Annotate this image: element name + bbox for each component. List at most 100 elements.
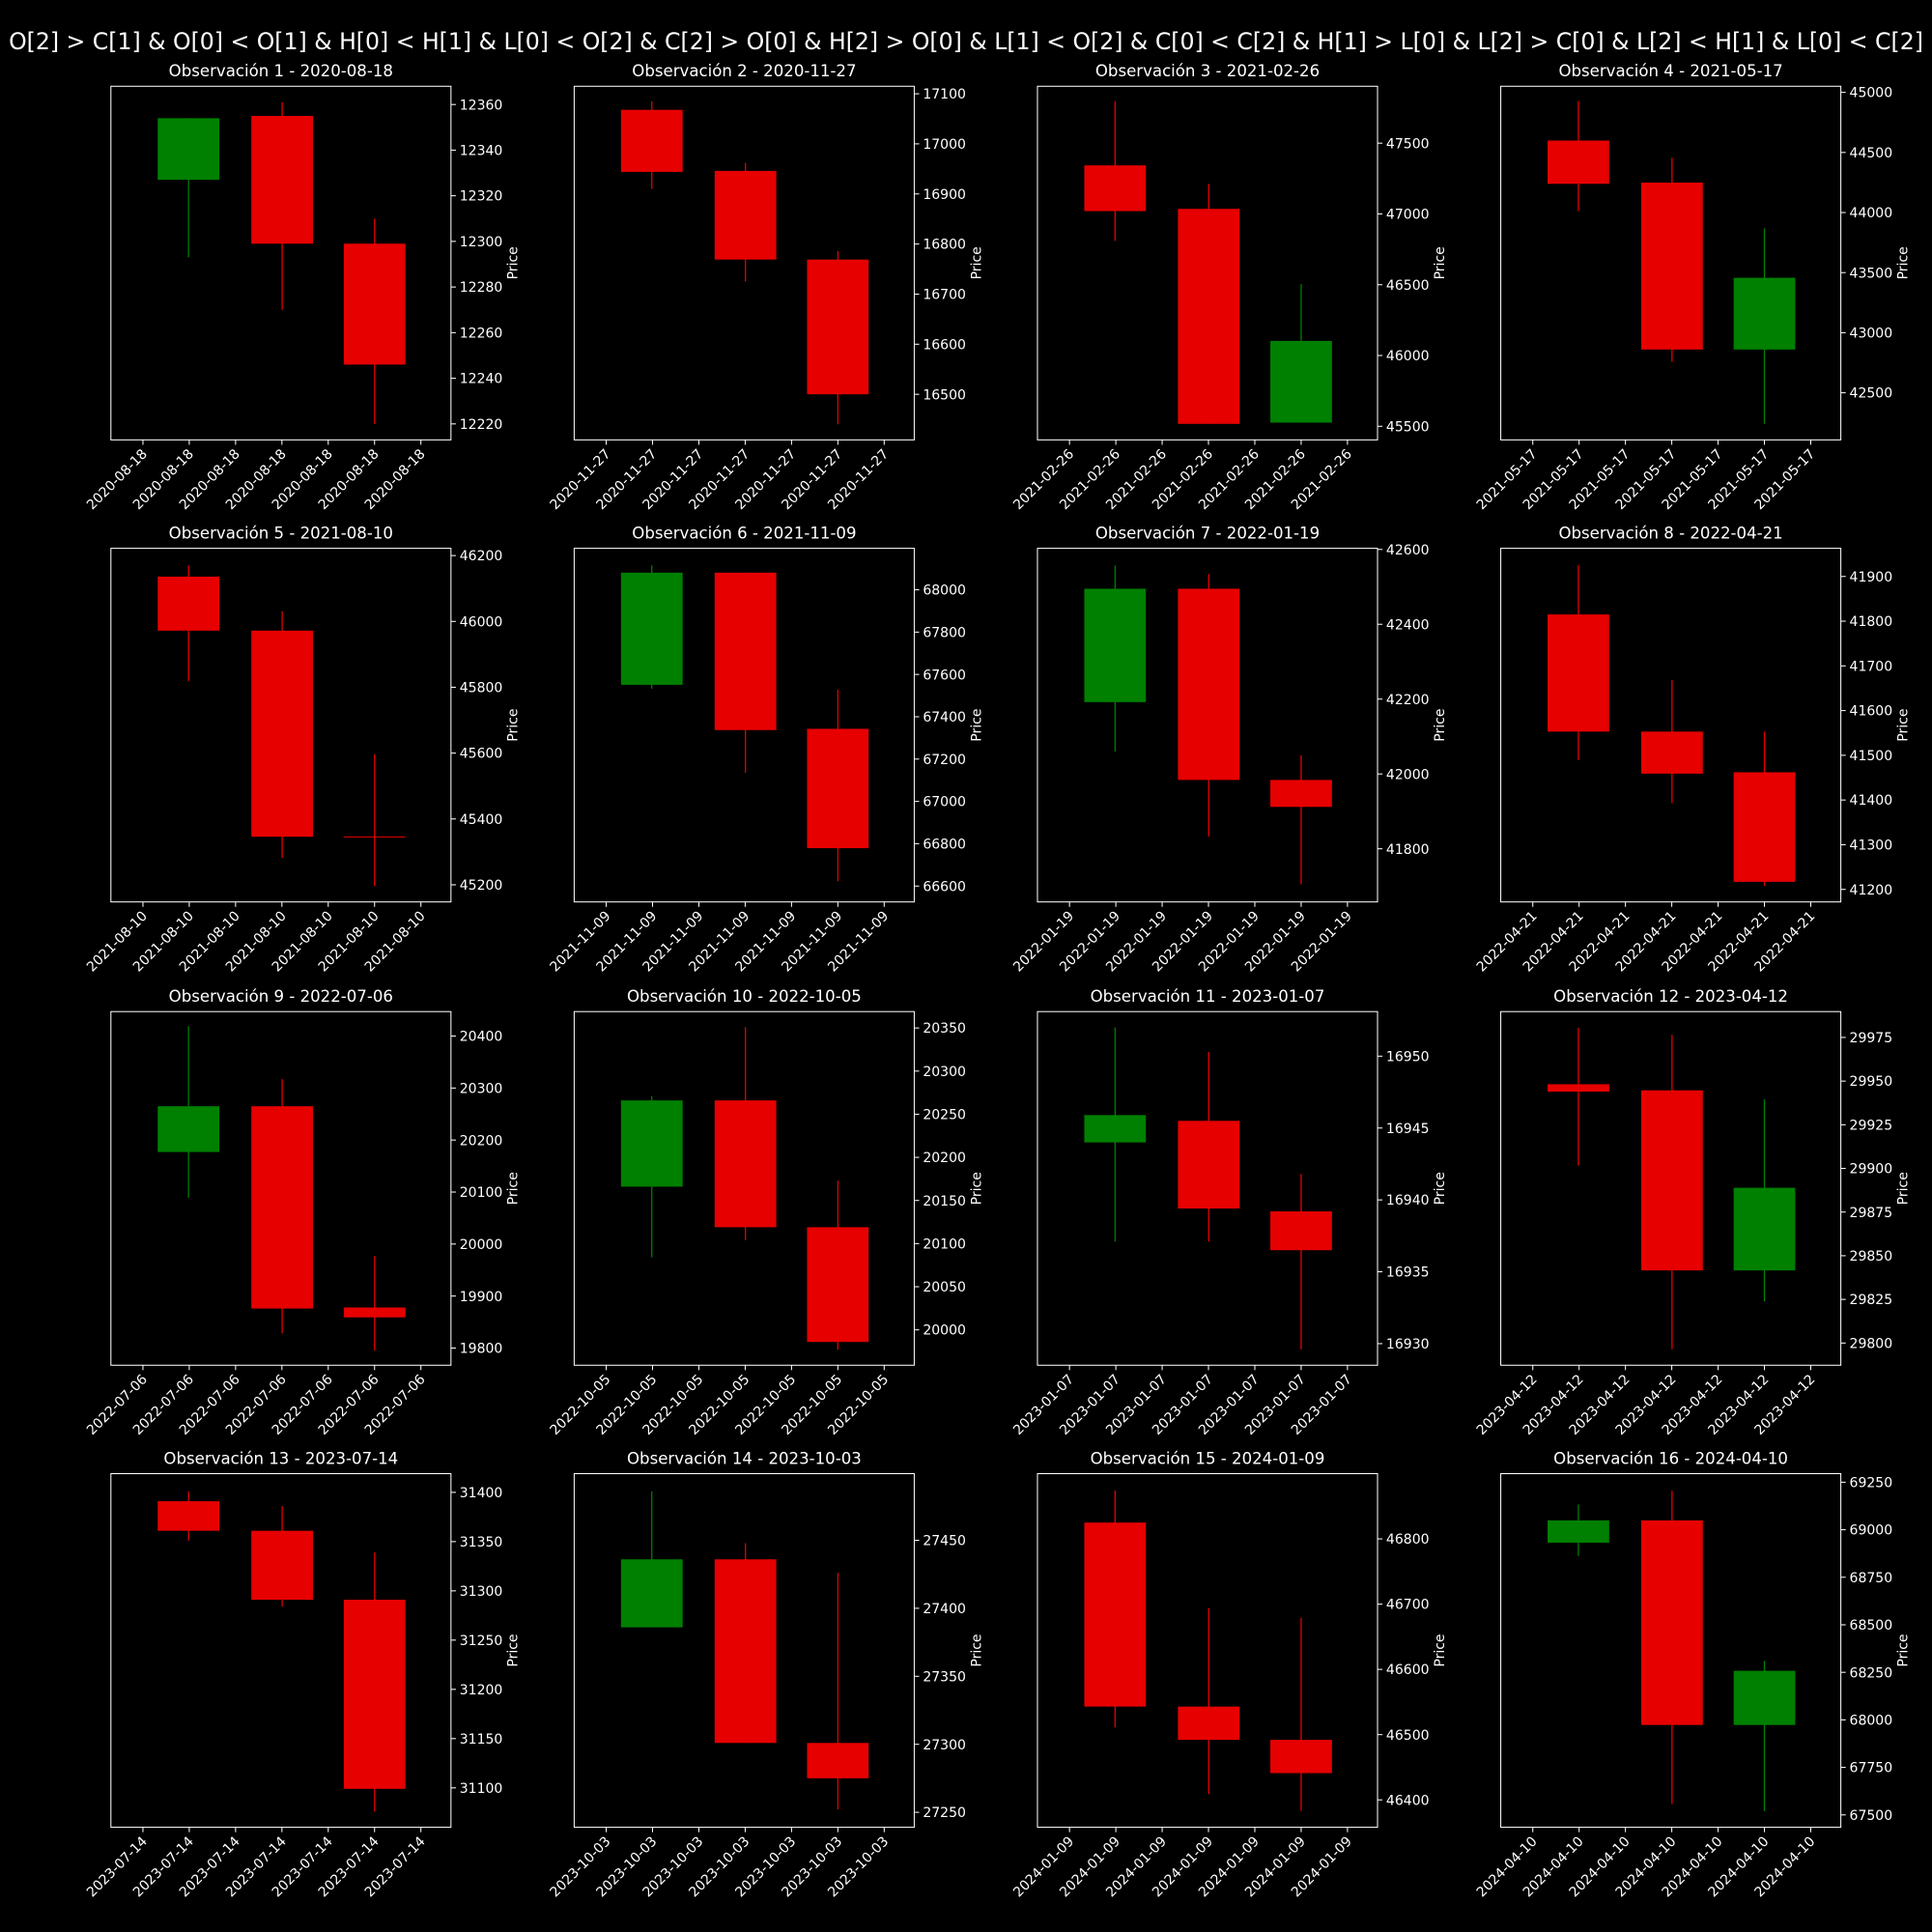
y-tick-label: 27450: [923, 1534, 966, 1549]
y-axis-label: Price: [1433, 246, 1448, 279]
y-tick-label: 20200: [460, 1133, 503, 1149]
y-tick-label: 19900: [460, 1290, 503, 1305]
candle-body: [1084, 588, 1147, 702]
y-tick-label: 45800: [460, 681, 503, 696]
y-tick-label: 41300: [1850, 838, 1893, 854]
subplot-title: Observación 16 - 2024-04-10: [1553, 1449, 1788, 1467]
y-tick-label: 44500: [1850, 146, 1893, 161]
y-tick-label: 45500: [1386, 419, 1430, 435]
candle-body: [1548, 1520, 1609, 1543]
y-tick-label: 20050: [923, 1280, 966, 1295]
y-tick-label: 68250: [1850, 1665, 1893, 1681]
plot-frame: [1500, 548, 1842, 903]
y-tick-label: 31200: [460, 1683, 503, 1698]
candle-body: [1733, 772, 1796, 882]
y-tick-label: 41700: [1850, 659, 1893, 674]
y-tick-label: 67800: [923, 625, 966, 640]
candle-body: [1640, 1520, 1703, 1725]
plot-frame: [1500, 85, 1842, 440]
y-tick-label: 16935: [1386, 1265, 1430, 1281]
subplot-title: Observación 10 - 2022-10-05: [627, 987, 862, 1006]
y-tick-label: 16600: [923, 337, 966, 353]
y-tick-label: 41800: [1850, 614, 1893, 630]
y-tick-label: 46500: [1386, 278, 1430, 294]
subplot-title: Observación 4 - 2021-05-17: [1558, 62, 1782, 80]
y-axis-label: Price: [969, 1172, 984, 1205]
y-tick-label: 29875: [1850, 1206, 1893, 1221]
candle-body: [1640, 731, 1703, 774]
candle-body: [1640, 183, 1703, 350]
candle-body: [1178, 1121, 1240, 1209]
y-tick-label: 46500: [1386, 1728, 1430, 1744]
y-tick-label: 29800: [1850, 1336, 1893, 1351]
candle-body: [1084, 165, 1147, 212]
y-axis-label: Price: [1433, 1634, 1448, 1666]
subplot-title: Observación 8 - 2022-04-21: [1558, 524, 1782, 542]
subplot-title: Observación 13 - 2023-07-14: [163, 1449, 398, 1467]
candle-body: [807, 1743, 869, 1778]
plot-frame: [573, 85, 915, 440]
y-tick-label: 46000: [1386, 349, 1430, 364]
y-tick-label: 31300: [460, 1584, 503, 1600]
plot-frame: [1500, 1473, 1842, 1829]
candle-body: [343, 243, 406, 365]
y-tick-label: 45200: [460, 878, 503, 894]
y-axis-label: Price: [1895, 709, 1911, 742]
candle-body: [807, 1227, 869, 1343]
candle-body: [1270, 1211, 1332, 1251]
y-tick-label: 20000: [460, 1237, 503, 1253]
y-tick-label: 12280: [460, 280, 503, 296]
y-axis-label: Price: [506, 709, 522, 742]
y-tick-label: 31250: [460, 1634, 503, 1649]
subplot-title: Observación 3 - 2021-02-26: [1095, 62, 1320, 80]
y-tick-label: 17000: [923, 137, 966, 153]
y-tick-label: 20200: [923, 1151, 966, 1166]
y-tick-label: 16945: [1386, 1122, 1430, 1137]
y-tick-label: 67750: [1850, 1761, 1893, 1776]
y-tick-label: 42000: [1386, 767, 1430, 782]
y-tick-label: 20100: [460, 1185, 503, 1201]
y-tick-label: 31400: [460, 1486, 503, 1501]
candle-body: [157, 1501, 220, 1531]
plot-frame: [573, 548, 915, 903]
y-tick-label: 41200: [1850, 883, 1893, 898]
plot-frame: [1037, 85, 1378, 440]
y-tick-label: 47000: [1386, 208, 1430, 223]
subplot-title: Observación 7 - 2022-01-19: [1095, 524, 1320, 542]
candle-body: [1178, 588, 1240, 781]
y-tick-label: 12300: [460, 235, 503, 250]
y-tick-label: 46000: [460, 614, 503, 630]
y-tick-label: 27300: [923, 1738, 966, 1753]
y-tick-label: 42200: [1386, 693, 1430, 708]
candle-body: [343, 1307, 406, 1318]
candle-body: [714, 170, 777, 260]
candle-body: [1733, 1187, 1796, 1271]
y-tick-label: 29900: [1850, 1162, 1893, 1178]
y-tick-label: 69000: [1850, 1523, 1893, 1539]
y-tick-label: 12360: [460, 98, 503, 113]
candle-body: [714, 1100, 777, 1228]
y-tick-label: 67500: [1850, 1808, 1893, 1824]
y-tick-label: 20300: [923, 1065, 966, 1080]
y-tick-label: 12320: [460, 189, 503, 205]
y-tick-label: 67600: [923, 668, 966, 683]
plot-frame: [1037, 1473, 1378, 1829]
y-tick-label: 20250: [923, 1108, 966, 1123]
y-tick-label: 68750: [1850, 1571, 1893, 1586]
y-tick-label: 68000: [923, 583, 966, 599]
y-tick-label: 41800: [1386, 842, 1430, 858]
candle-body: [157, 118, 220, 181]
subplot-title: Observación 2 - 2020-11-27: [632, 62, 856, 80]
y-tick-label: 19800: [460, 1342, 503, 1357]
y-tick-label: 27350: [923, 1669, 966, 1685]
y-axis-label: Price: [1433, 709, 1448, 742]
y-tick-label: 29975: [1850, 1031, 1893, 1046]
y-tick-label: 16940: [1386, 1193, 1430, 1208]
y-tick-label: 68500: [1850, 1618, 1893, 1634]
subplot-title: Observación 11 - 2023-01-07: [1091, 987, 1325, 1006]
subplot-title: Observación 12 - 2023-04-12: [1553, 987, 1788, 1006]
candle-body: [251, 630, 313, 838]
y-tick-label: 16930: [1386, 1337, 1430, 1352]
y-tick-label: 20350: [923, 1021, 966, 1037]
y-tick-label: 16700: [923, 288, 966, 303]
